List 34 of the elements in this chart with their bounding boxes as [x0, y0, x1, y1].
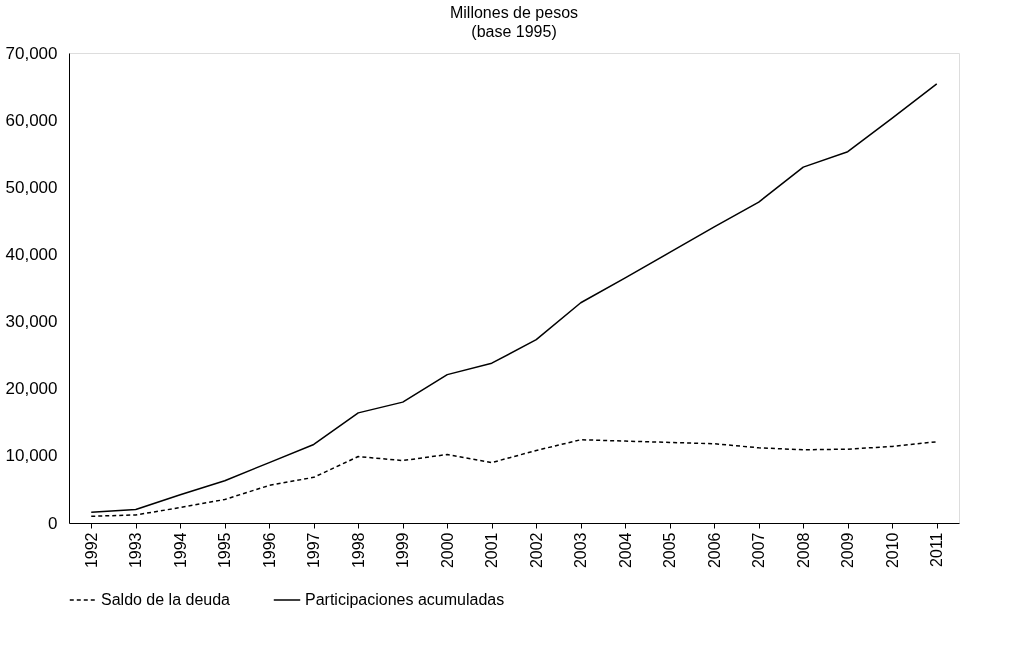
- x-tick-label: 2002: [527, 532, 545, 569]
- x-tick-label: 2003: [572, 532, 590, 569]
- chart-title: Millones de pesos: [449, 4, 579, 21]
- x-tick-label: 2008: [794, 532, 812, 569]
- y-tick-label: 70,000: [5, 43, 58, 63]
- x-tick-label: 2001: [483, 532, 501, 569]
- x-tick-label: 2010: [883, 532, 901, 569]
- y-tick-label: 60,000: [5, 110, 58, 130]
- legend-label: Saldo de la deuda: [101, 591, 231, 608]
- y-tick-label: 20,000: [5, 379, 58, 399]
- x-tick-label: 1996: [260, 532, 278, 569]
- y-tick-label: 30,000: [5, 312, 58, 332]
- line-series: [90, 438, 938, 518]
- x-tick-label: 2004: [616, 532, 634, 569]
- y-tick-label: 40,000: [5, 244, 58, 264]
- x-tick-label: 1998: [349, 532, 367, 569]
- legend-label: Participaciones acumuladas: [305, 591, 505, 608]
- x-tick-label: 1995: [216, 532, 234, 569]
- chart-subtitle: (base 1995): [471, 23, 557, 40]
- x-tick-label: 1994: [171, 532, 189, 569]
- y-tick-label: 10,000: [5, 446, 58, 466]
- y-tick-label: 50,000: [5, 177, 58, 197]
- x-tick-label: 1993: [127, 532, 145, 569]
- x-tick-label: 1997: [305, 532, 323, 569]
- x-tick-label: 2011: [928, 532, 946, 567]
- x-tick-label: 2005: [661, 532, 679, 569]
- x-tick-label: 1992: [82, 532, 100, 569]
- x-tick-label: 2009: [839, 532, 857, 569]
- y-tick-label: 0: [48, 513, 58, 533]
- x-tick-label: 2007: [750, 532, 768, 569]
- x-tick-label: 1999: [394, 532, 412, 569]
- line-series: [90, 83, 938, 514]
- x-tick-label: 2000: [438, 532, 456, 569]
- x-tick-label: 2006: [705, 532, 723, 569]
